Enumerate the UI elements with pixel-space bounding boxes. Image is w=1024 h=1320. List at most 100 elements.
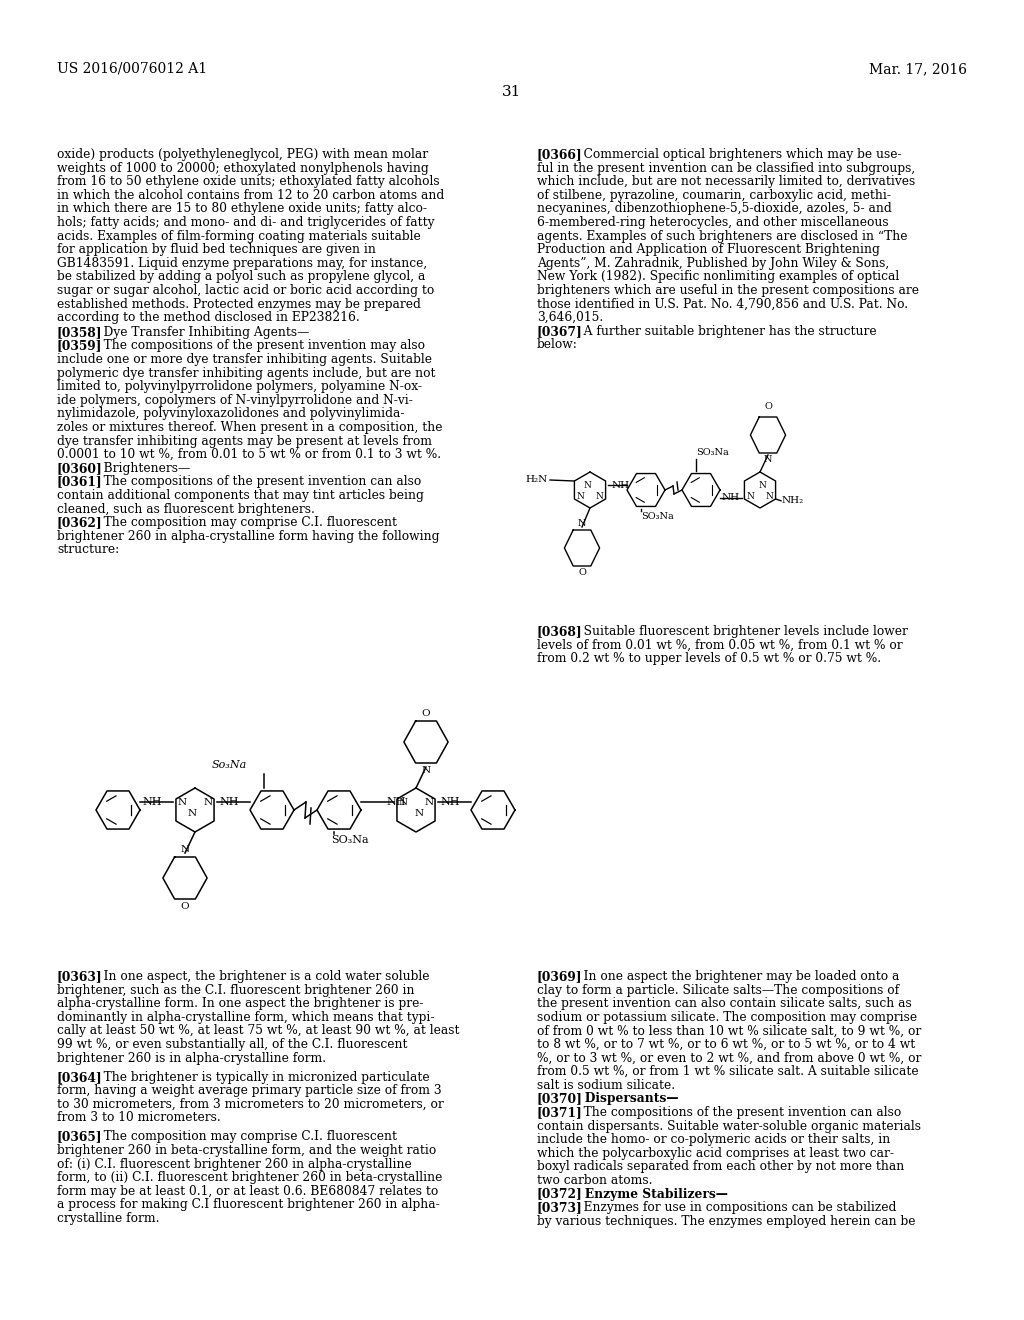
Text: SO₃Na: SO₃Na bbox=[641, 512, 674, 521]
Text: form may be at least 0.1, or at least 0.6. BE680847 relates to: form may be at least 0.1, or at least 0.… bbox=[57, 1185, 438, 1197]
Text: limited to, polyvinylpyrrolidone polymers, polyamine N-ox-: limited to, polyvinylpyrrolidone polymer… bbox=[57, 380, 422, 393]
Text: from 3 to 10 micrometers.: from 3 to 10 micrometers. bbox=[57, 1111, 221, 1125]
Text: salt is sodium silicate.: salt is sodium silicate. bbox=[537, 1078, 675, 1092]
Text: boxyl radicals separated from each other by not more than: boxyl radicals separated from each other… bbox=[537, 1160, 904, 1173]
Text: N: N bbox=[424, 797, 433, 807]
Text: by various techniques. The enzymes employed herein can be: by various techniques. The enzymes emplo… bbox=[537, 1214, 915, 1228]
Text: sugar or sugar alcohol, lactic acid or boric acid according to: sugar or sugar alcohol, lactic acid or b… bbox=[57, 284, 434, 297]
Text: in which there are 15 to 80 ethylene oxide units; fatty alco-: in which there are 15 to 80 ethylene oxi… bbox=[57, 202, 427, 215]
Text: [0359]: [0359] bbox=[57, 339, 102, 352]
Text: NH: NH bbox=[219, 797, 239, 807]
Text: SO₃Na: SO₃Na bbox=[696, 447, 729, 457]
Text: [0362]: [0362] bbox=[57, 516, 102, 529]
Text: SO₃Na: SO₃Na bbox=[331, 836, 369, 845]
Text: [0363]: [0363] bbox=[57, 970, 102, 983]
Text: brightener 260 is in alpha-crystalline form.: brightener 260 is in alpha-crystalline f… bbox=[57, 1052, 326, 1065]
Text: N: N bbox=[766, 492, 774, 500]
Text: 6-membered-ring heterocycles, and other miscellaneous: 6-membered-ring heterocycles, and other … bbox=[537, 216, 889, 228]
Text: contain dispersants. Suitable water-soluble organic materials: contain dispersants. Suitable water-solu… bbox=[537, 1119, 921, 1133]
Text: two carbon atoms.: two carbon atoms. bbox=[537, 1173, 652, 1187]
Text: zoles or mixtures thereof. When present in a composition, the: zoles or mixtures thereof. When present … bbox=[57, 421, 442, 434]
Text: A further suitable brightener has the structure: A further suitable brightener has the st… bbox=[572, 325, 877, 338]
Text: N: N bbox=[398, 797, 408, 807]
Text: 0.0001 to 10 wt %, from 0.01 to 5 wt % or from 0.1 to 3 wt %.: 0.0001 to 10 wt %, from 0.01 to 5 wt % o… bbox=[57, 449, 441, 461]
Text: O: O bbox=[422, 709, 430, 718]
Text: brightener, such as the C.I. fluorescent brightener 260 in: brightener, such as the C.I. fluorescent… bbox=[57, 983, 415, 997]
Text: below:: below: bbox=[537, 338, 578, 351]
Text: [0364]: [0364] bbox=[57, 1071, 102, 1084]
Text: 3,646,015.: 3,646,015. bbox=[537, 312, 603, 325]
Text: hols; fatty acids; and mono- and di- and triglycerides of fatty: hols; fatty acids; and mono- and di- and… bbox=[57, 216, 434, 228]
Text: oxide) products (polyethyleneglycol, PEG) with mean molar: oxide) products (polyethyleneglycol, PEG… bbox=[57, 148, 428, 161]
Text: 99 wt %, or even substantially all, of the C.I. fluorescent: 99 wt %, or even substantially all, of t… bbox=[57, 1038, 408, 1051]
Text: New York (1982). Specific nonlimiting examples of optical: New York (1982). Specific nonlimiting ex… bbox=[537, 271, 899, 284]
Text: nylimidazole, polyvinyloxazolidones and polyvinylimida-: nylimidazole, polyvinyloxazolidones and … bbox=[57, 408, 404, 420]
Text: for application by fluid bed techniques are given in: for application by fluid bed techniques … bbox=[57, 243, 376, 256]
Text: O: O bbox=[764, 403, 772, 411]
Text: of stilbene, pyrazoline, coumarin, carboxylic acid, methi-: of stilbene, pyrazoline, coumarin, carbo… bbox=[537, 189, 891, 202]
Text: sodium or potassium silicate. The composition may comprise: sodium or potassium silicate. The compos… bbox=[537, 1011, 918, 1024]
Text: form, having a weight average primary particle size of from 3: form, having a weight average primary pa… bbox=[57, 1084, 441, 1097]
Text: [0370]: [0370] bbox=[537, 1093, 583, 1105]
Text: N: N bbox=[596, 492, 604, 500]
Text: according to the method disclosed in EP238216.: according to the method disclosed in EP2… bbox=[57, 312, 359, 325]
Text: brightener 260 in beta-crystalline form, and the weight ratio: brightener 260 in beta-crystalline form,… bbox=[57, 1144, 436, 1158]
Text: include the homo- or co-polymeric acids or their salts, in: include the homo- or co-polymeric acids … bbox=[537, 1133, 890, 1146]
Text: NH: NH bbox=[440, 797, 460, 807]
Text: N: N bbox=[422, 766, 430, 775]
Text: %, or to 3 wt %, or even to 2 wt %, and from above 0 wt %, or: %, or to 3 wt %, or even to 2 wt %, and … bbox=[537, 1052, 922, 1065]
Text: 31: 31 bbox=[503, 84, 521, 99]
Text: O: O bbox=[180, 902, 189, 911]
Text: NH: NH bbox=[142, 797, 162, 807]
Text: a process for making C.I fluorescent brightener 260 in alpha-: a process for making C.I fluorescent bri… bbox=[57, 1199, 439, 1212]
Text: dye transfer inhibiting agents may be present at levels from: dye transfer inhibiting agents may be pr… bbox=[57, 434, 432, 447]
Text: acids. Examples of film-forming coating materials suitable: acids. Examples of film-forming coating … bbox=[57, 230, 421, 243]
Text: cally at least 50 wt %, at least 75 wt %, at least 90 wt %, at least: cally at least 50 wt %, at least 75 wt %… bbox=[57, 1024, 460, 1038]
Text: levels of from 0.01 wt %, from 0.05 wt %, from 0.1 wt % or: levels of from 0.01 wt %, from 0.05 wt %… bbox=[537, 639, 902, 652]
Text: NH: NH bbox=[386, 797, 406, 807]
Text: structure:: structure: bbox=[57, 544, 119, 557]
Text: N: N bbox=[764, 455, 772, 465]
Text: form, to (ii) C.I. fluorescent brightener 260 in beta-crystalline: form, to (ii) C.I. fluorescent brightene… bbox=[57, 1171, 442, 1184]
Text: US 2016/0076012 A1: US 2016/0076012 A1 bbox=[57, 62, 207, 77]
Text: [0365]: [0365] bbox=[57, 1130, 102, 1143]
Text: [0368]: [0368] bbox=[537, 624, 583, 638]
Text: the present invention can also contain silicate salts, such as: the present invention can also contain s… bbox=[537, 997, 911, 1010]
Text: Dye Transfer Inhibiting Agents—: Dye Transfer Inhibiting Agents— bbox=[92, 326, 309, 339]
Text: established methods. Protected enzymes may be prepared: established methods. Protected enzymes m… bbox=[57, 297, 421, 310]
Text: The composition may comprise C.I. fluorescent: The composition may comprise C.I. fluore… bbox=[92, 516, 397, 529]
Text: Agents”, M. Zahradnik, Published by John Wiley & Sons,: Agents”, M. Zahradnik, Published by John… bbox=[537, 257, 889, 269]
Text: polymeric dye transfer inhibiting agents include, but are not: polymeric dye transfer inhibiting agents… bbox=[57, 367, 435, 380]
Text: of: (i) C.I. fluorescent brightener 260 in alpha-crystalline: of: (i) C.I. fluorescent brightener 260 … bbox=[57, 1158, 412, 1171]
Text: N: N bbox=[583, 480, 591, 490]
Text: [0369]: [0369] bbox=[537, 970, 583, 983]
Text: Brighteners—: Brighteners— bbox=[92, 462, 190, 475]
Text: agents. Examples of such brighteners are disclosed in “The: agents. Examples of such brighteners are… bbox=[537, 230, 907, 243]
Text: Dispersants—: Dispersants— bbox=[572, 1093, 679, 1105]
Text: N: N bbox=[203, 797, 212, 807]
Text: alpha-crystalline form. In one aspect the brightener is pre-: alpha-crystalline form. In one aspect th… bbox=[57, 997, 424, 1010]
Text: crystalline form.: crystalline form. bbox=[57, 1212, 160, 1225]
Text: in which the alcohol contains from 12 to 20 carbon atoms and: in which the alcohol contains from 12 to… bbox=[57, 189, 444, 202]
Text: Mar. 17, 2016: Mar. 17, 2016 bbox=[869, 62, 967, 77]
Text: Suitable fluorescent brightener levels include lower: Suitable fluorescent brightener levels i… bbox=[572, 624, 908, 638]
Text: ide polymers, copolymers of N-vinylpyrrolidone and N-vi-: ide polymers, copolymers of N-vinylpyrro… bbox=[57, 393, 413, 407]
Text: cleaned, such as fluorescent brighteners.: cleaned, such as fluorescent brighteners… bbox=[57, 503, 314, 516]
Text: NH₂: NH₂ bbox=[782, 496, 804, 506]
Text: weights of 1000 to 20000; ethoxylated nonylphenols having: weights of 1000 to 20000; ethoxylated no… bbox=[57, 161, 429, 174]
Text: N: N bbox=[758, 480, 766, 490]
Text: GB1483591. Liquid enzyme preparations may, for instance,: GB1483591. Liquid enzyme preparations ma… bbox=[57, 257, 427, 269]
Text: N: N bbox=[180, 845, 189, 854]
Text: dominantly in alpha-crystalline form, which means that typi-: dominantly in alpha-crystalline form, wh… bbox=[57, 1011, 434, 1024]
Text: Enzymes for use in compositions can be stabilized: Enzymes for use in compositions can be s… bbox=[572, 1201, 897, 1214]
Text: N: N bbox=[415, 808, 424, 817]
Text: N: N bbox=[187, 808, 197, 817]
Text: include one or more dye transfer inhibiting agents. Suitable: include one or more dye transfer inhibit… bbox=[57, 352, 432, 366]
Text: H₂N: H₂N bbox=[525, 475, 548, 484]
Text: to 30 micrometers, from 3 micrometers to 20 micrometers, or: to 30 micrometers, from 3 micrometers to… bbox=[57, 1098, 443, 1111]
Text: The brightener is typically in micronized particulate: The brightener is typically in micronize… bbox=[92, 1071, 430, 1084]
Text: N: N bbox=[178, 797, 186, 807]
Text: from 16 to 50 ethylene oxide units; ethoxylated fatty alcohols: from 16 to 50 ethylene oxide units; etho… bbox=[57, 176, 439, 189]
Text: to 8 wt %, or to 7 wt %, or to 6 wt %, or to 5 wt %, or to 4 wt: to 8 wt %, or to 7 wt %, or to 6 wt %, o… bbox=[537, 1038, 915, 1051]
Text: The compositions of the present invention can also: The compositions of the present inventio… bbox=[92, 475, 422, 488]
